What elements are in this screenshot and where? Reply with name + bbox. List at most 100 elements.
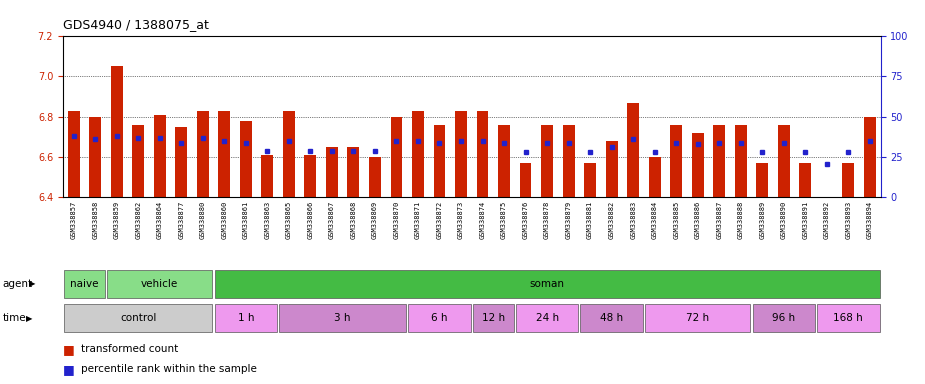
Bar bbox=[671, 125, 682, 197]
Text: 168 h: 168 h bbox=[833, 313, 863, 323]
Text: GSM338869: GSM338869 bbox=[372, 201, 378, 239]
Bar bbox=[541, 125, 553, 197]
Bar bbox=[89, 117, 101, 197]
Text: ■: ■ bbox=[63, 362, 75, 376]
Bar bbox=[843, 163, 855, 197]
Text: GSM338883: GSM338883 bbox=[630, 201, 636, 239]
Text: GSM338870: GSM338870 bbox=[393, 201, 400, 239]
Bar bbox=[757, 163, 768, 197]
Text: GSM338891: GSM338891 bbox=[802, 201, 808, 239]
Text: GSM338872: GSM338872 bbox=[437, 201, 442, 239]
Bar bbox=[455, 111, 467, 197]
Bar bbox=[648, 157, 660, 197]
Text: GSM338890: GSM338890 bbox=[781, 201, 787, 239]
Text: GSM338879: GSM338879 bbox=[565, 201, 572, 239]
Bar bbox=[132, 125, 144, 197]
Bar bbox=[111, 66, 123, 197]
Bar bbox=[176, 127, 187, 197]
Bar bbox=[498, 125, 510, 197]
Text: 3 h: 3 h bbox=[335, 313, 351, 323]
Bar bbox=[68, 111, 80, 197]
Text: 72 h: 72 h bbox=[686, 313, 709, 323]
Bar bbox=[778, 125, 790, 197]
Bar bbox=[645, 305, 750, 332]
Text: transformed count: transformed count bbox=[81, 344, 179, 354]
Bar bbox=[215, 270, 880, 298]
Text: GSM338871: GSM338871 bbox=[415, 201, 421, 239]
Bar bbox=[240, 121, 252, 197]
Text: GSM338857: GSM338857 bbox=[70, 201, 77, 239]
Bar bbox=[197, 111, 209, 197]
Text: GSM338874: GSM338874 bbox=[479, 201, 486, 239]
Bar bbox=[348, 147, 359, 197]
Bar bbox=[799, 163, 811, 197]
Bar bbox=[606, 141, 618, 197]
Bar bbox=[516, 305, 578, 332]
Text: 12 h: 12 h bbox=[482, 313, 505, 323]
Text: GSM338859: GSM338859 bbox=[114, 201, 119, 239]
Text: soman: soman bbox=[530, 279, 564, 289]
Bar bbox=[476, 111, 488, 197]
Bar bbox=[304, 155, 316, 197]
Text: 48 h: 48 h bbox=[600, 313, 623, 323]
Text: GSM338862: GSM338862 bbox=[135, 201, 142, 239]
Bar bbox=[64, 270, 105, 298]
Bar bbox=[753, 305, 815, 332]
Bar bbox=[215, 305, 277, 332]
Text: GDS4940 / 1388075_at: GDS4940 / 1388075_at bbox=[63, 18, 209, 31]
Text: GSM338865: GSM338865 bbox=[286, 201, 292, 239]
Bar bbox=[262, 155, 273, 197]
Bar bbox=[434, 125, 446, 197]
Text: GSM338878: GSM338878 bbox=[544, 201, 550, 239]
Bar bbox=[107, 270, 213, 298]
Text: control: control bbox=[120, 313, 156, 323]
Bar bbox=[473, 305, 513, 332]
Bar bbox=[713, 125, 725, 197]
Text: 6 h: 6 h bbox=[431, 313, 448, 323]
Bar bbox=[283, 111, 295, 197]
Text: GSM338864: GSM338864 bbox=[156, 201, 163, 239]
Text: GSM338866: GSM338866 bbox=[307, 201, 314, 239]
Text: GSM338886: GSM338886 bbox=[695, 201, 701, 239]
Text: GSM338861: GSM338861 bbox=[242, 201, 249, 239]
Bar bbox=[412, 111, 424, 197]
Bar bbox=[627, 103, 639, 197]
Text: GSM338887: GSM338887 bbox=[716, 201, 722, 239]
Bar bbox=[218, 111, 230, 197]
Text: GSM338881: GSM338881 bbox=[587, 201, 593, 239]
Bar bbox=[734, 125, 746, 197]
Text: GSM338858: GSM338858 bbox=[92, 201, 98, 239]
Text: vehicle: vehicle bbox=[142, 279, 179, 289]
Text: GSM338863: GSM338863 bbox=[265, 201, 270, 239]
Text: ▶: ▶ bbox=[29, 280, 35, 288]
Text: naive: naive bbox=[70, 279, 99, 289]
Text: percentile rank within the sample: percentile rank within the sample bbox=[81, 364, 257, 374]
Bar bbox=[326, 147, 338, 197]
Bar bbox=[154, 115, 166, 197]
Bar bbox=[520, 163, 532, 197]
Text: 24 h: 24 h bbox=[536, 313, 559, 323]
Bar bbox=[562, 125, 574, 197]
Text: GSM338884: GSM338884 bbox=[651, 201, 658, 239]
Text: GSM338882: GSM338882 bbox=[609, 201, 614, 239]
Text: GSM338875: GSM338875 bbox=[501, 201, 507, 239]
Text: GSM338893: GSM338893 bbox=[845, 201, 851, 239]
Bar bbox=[580, 305, 643, 332]
Text: agent: agent bbox=[3, 279, 33, 289]
Text: GSM338873: GSM338873 bbox=[458, 201, 464, 239]
Text: ▶: ▶ bbox=[26, 314, 32, 323]
Text: 1 h: 1 h bbox=[238, 313, 254, 323]
Text: ■: ■ bbox=[63, 343, 75, 356]
Text: GSM338888: GSM338888 bbox=[738, 201, 744, 239]
Text: GSM338885: GSM338885 bbox=[673, 201, 679, 239]
Text: GSM338880: GSM338880 bbox=[200, 201, 205, 239]
Bar bbox=[279, 305, 406, 332]
Bar bbox=[408, 305, 471, 332]
Text: GSM338877: GSM338877 bbox=[179, 201, 184, 239]
Bar bbox=[817, 305, 880, 332]
Bar bbox=[864, 117, 876, 197]
Text: GSM338860: GSM338860 bbox=[221, 201, 228, 239]
Bar bbox=[692, 133, 704, 197]
Text: GSM338889: GSM338889 bbox=[759, 201, 765, 239]
Bar bbox=[585, 163, 596, 197]
